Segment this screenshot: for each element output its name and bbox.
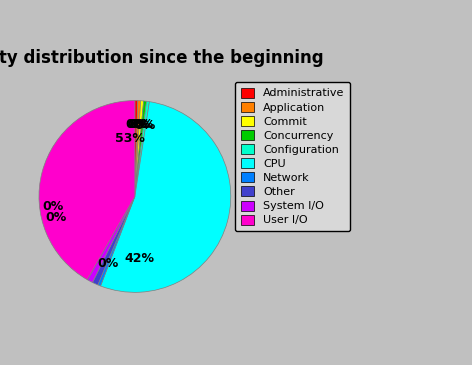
Wedge shape xyxy=(135,101,141,196)
Text: 0%: 0% xyxy=(127,118,149,131)
Legend: Administrative, Application, Commit, Concurrency, Configuration, CPU, Network, O: Administrative, Application, Commit, Con… xyxy=(235,82,350,231)
Wedge shape xyxy=(135,100,138,196)
Wedge shape xyxy=(87,196,135,283)
Title: Activity distribution since the beginning: Activity distribution since the beginnin… xyxy=(0,49,324,67)
Text: 0%: 0% xyxy=(132,118,153,131)
Text: 0%: 0% xyxy=(98,257,119,270)
Wedge shape xyxy=(135,101,143,196)
Wedge shape xyxy=(93,196,135,285)
Text: 0%: 0% xyxy=(126,118,147,131)
Wedge shape xyxy=(101,102,231,292)
Text: 0%: 0% xyxy=(46,211,67,224)
Wedge shape xyxy=(39,100,135,280)
Wedge shape xyxy=(98,196,135,286)
Wedge shape xyxy=(135,101,150,196)
Wedge shape xyxy=(135,101,146,196)
Text: 0%: 0% xyxy=(134,119,155,132)
Text: 0%: 0% xyxy=(130,118,151,131)
Text: 42%: 42% xyxy=(125,252,155,265)
Text: 53%: 53% xyxy=(115,132,145,145)
Text: 0%: 0% xyxy=(43,200,64,212)
